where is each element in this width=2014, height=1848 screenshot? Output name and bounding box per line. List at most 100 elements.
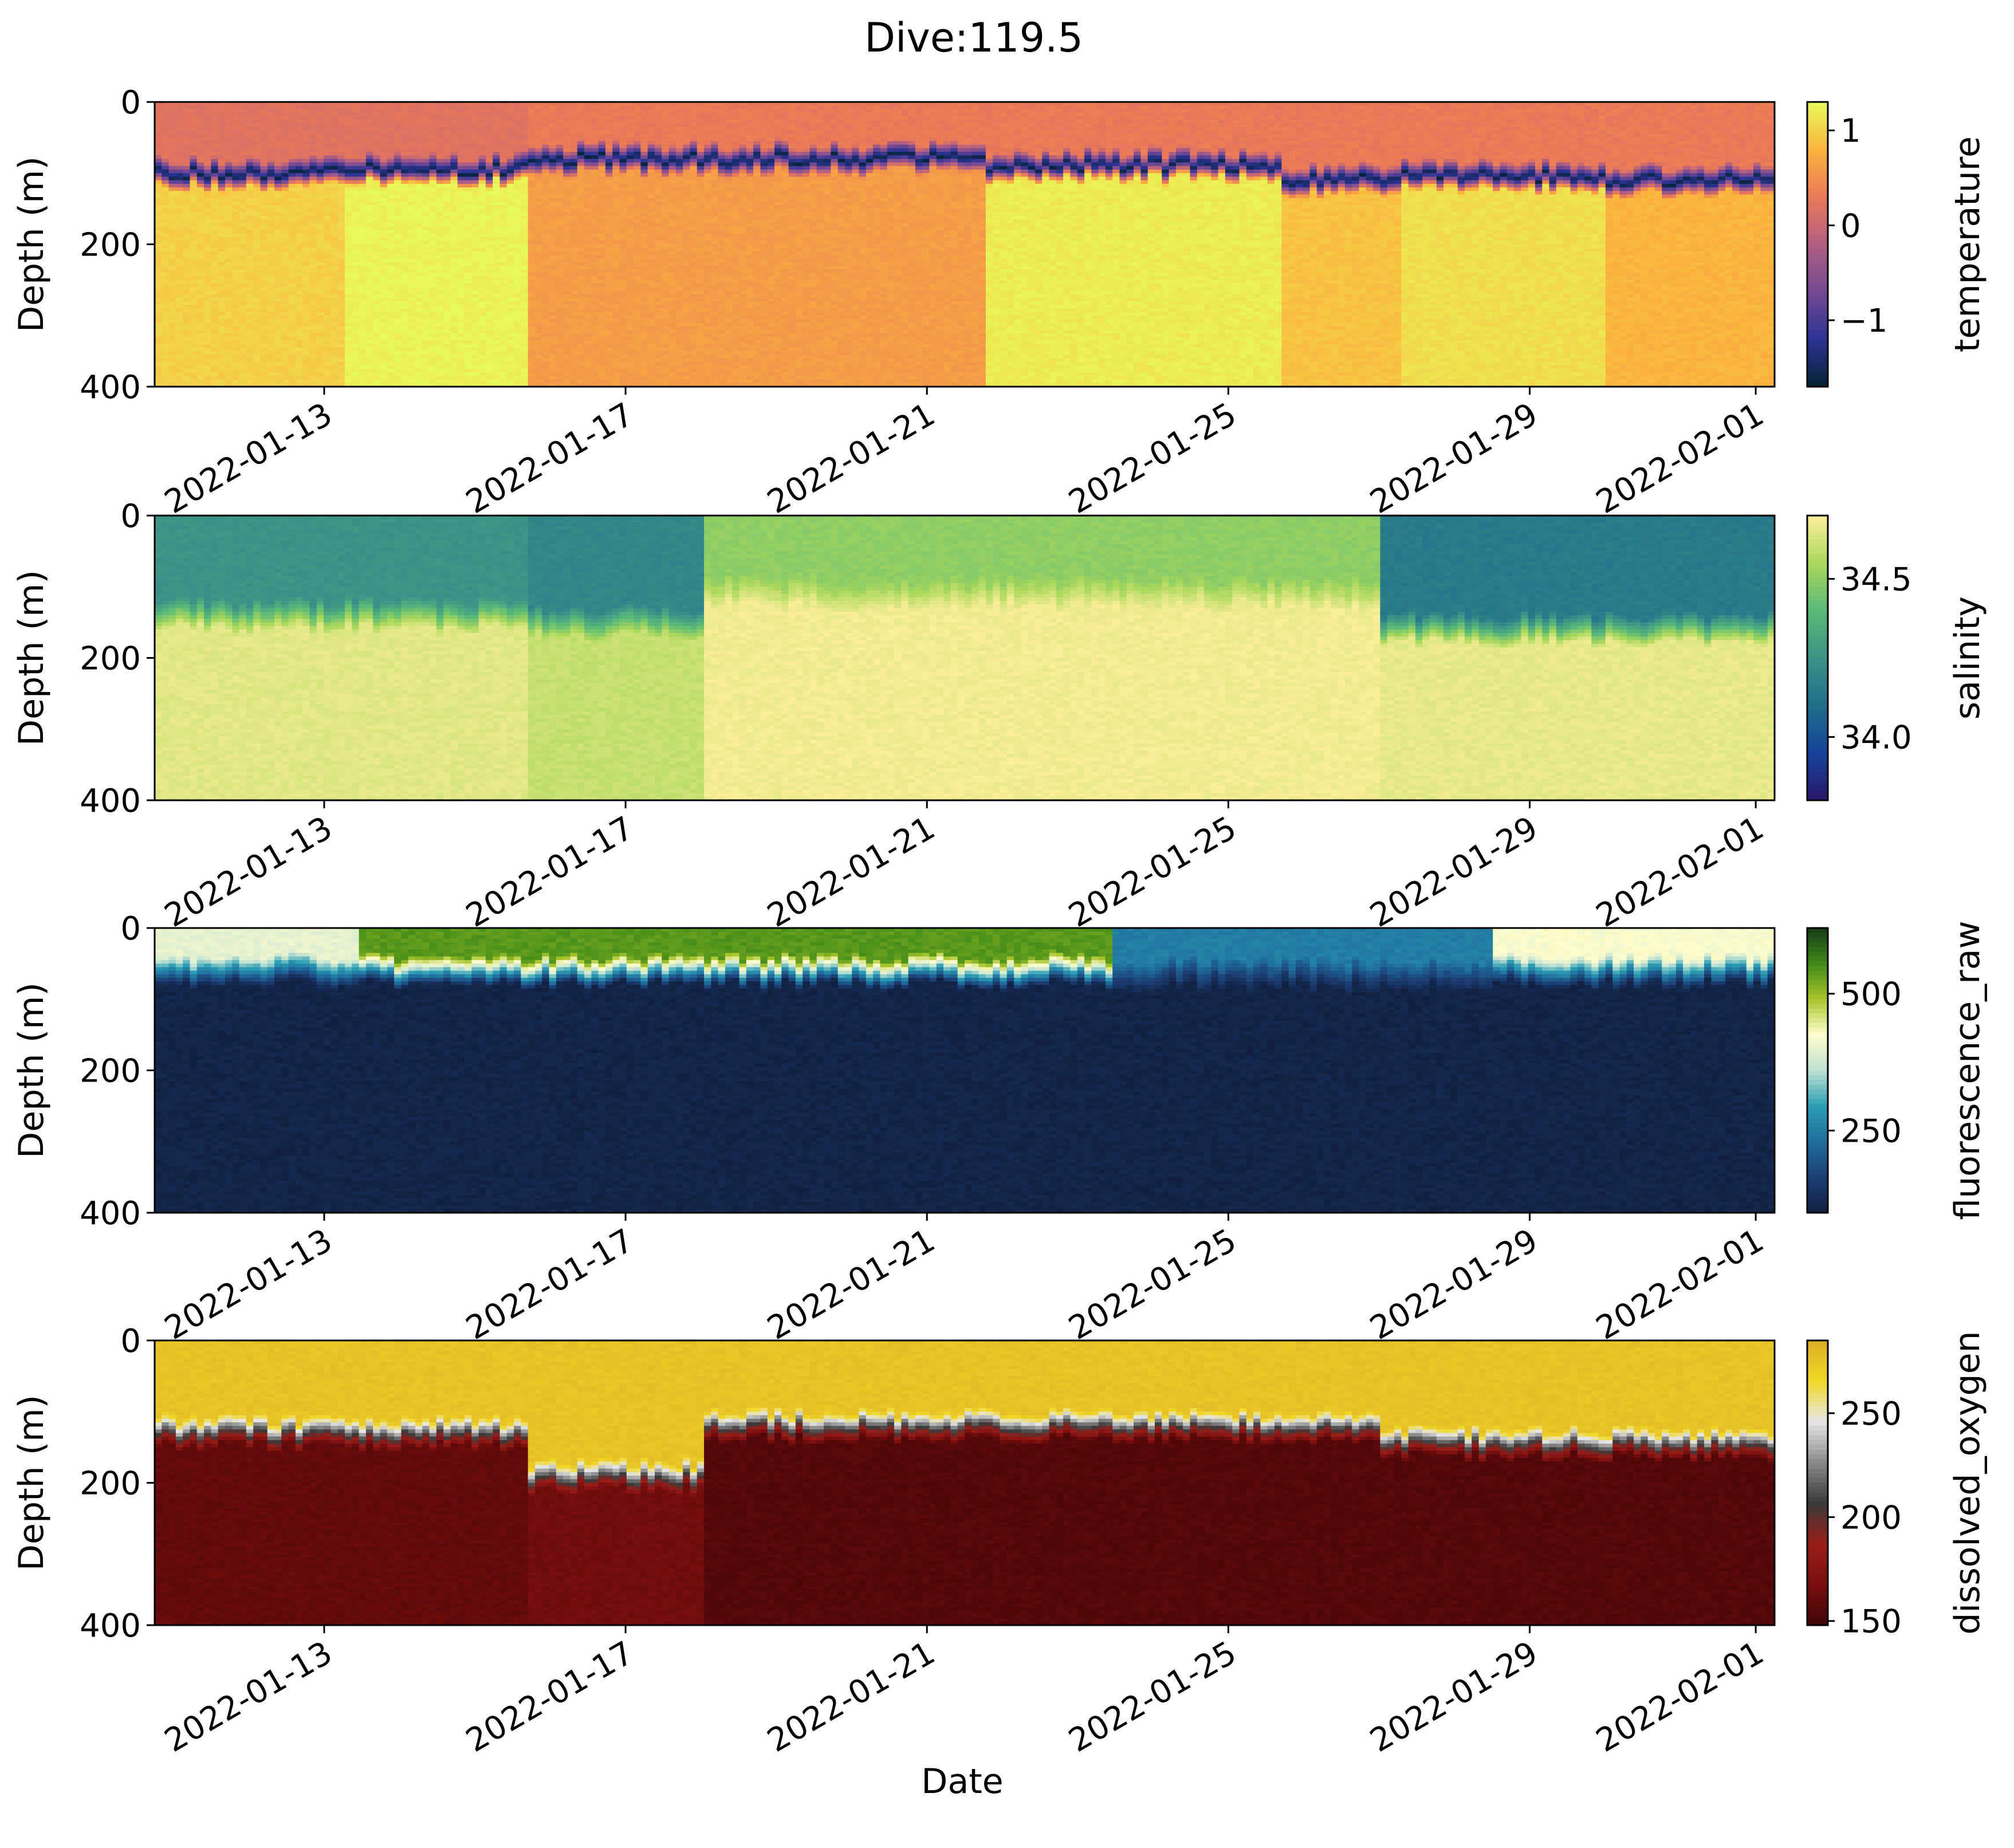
- heatmap-cell: [281, 326, 289, 330]
- heatmap-cell: [302, 148, 310, 152]
- heatmap-cell: [302, 319, 310, 323]
- heatmap-cell: [204, 284, 211, 288]
- heatmap-cell: [289, 308, 296, 312]
- heatmap-cell: [281, 319, 289, 323]
- heatmap-cell: [302, 173, 310, 177]
- heatmap-cell: [232, 269, 239, 273]
- heatmap-cell: [281, 116, 289, 120]
- heatmap-cell: [268, 219, 275, 223]
- heatmap-cell: [239, 219, 247, 223]
- heatmap-cell: [302, 180, 310, 184]
- heatmap-cell: [225, 163, 233, 167]
- heatmap-cell: [225, 123, 233, 127]
- heatmap-cell: [162, 116, 169, 120]
- heatmap-cell: [225, 166, 233, 170]
- heatmap-cell: [239, 287, 247, 291]
- heatmap-cell: [274, 376, 282, 380]
- heatmap-cell: [246, 230, 254, 234]
- heatmap-cell: [197, 120, 204, 124]
- heatmap-cell: [169, 248, 176, 252]
- heatmap-cell: [183, 187, 190, 191]
- heatmap-cell: [162, 376, 169, 380]
- heatmap-cell: [274, 105, 282, 109]
- heatmap-cell: [197, 273, 204, 277]
- heatmap-cell: [246, 298, 254, 302]
- heatmap-cell: [232, 148, 239, 152]
- heatmap-cell: [183, 337, 190, 341]
- heatmap-cell: [162, 205, 169, 209]
- heatmap-cell: [232, 337, 239, 341]
- heatmap-cell: [274, 230, 282, 234]
- heatmap-cell: [155, 155, 162, 159]
- heatmap-cell: [204, 294, 211, 298]
- heatmap-cell: [268, 326, 275, 330]
- heatmap-cell: [190, 369, 197, 373]
- heatmap-cell: [260, 380, 268, 384]
- heatmap-cell: [289, 202, 296, 206]
- heatmap-cell: [289, 195, 296, 199]
- heatmap-cell: [218, 326, 226, 330]
- heatmap-cell: [204, 280, 211, 284]
- heatmap-cell: [239, 223, 247, 227]
- heatmap-cell: [296, 234, 303, 238]
- heatmap-cell: [239, 159, 247, 163]
- heatmap-cell: [289, 180, 296, 184]
- heatmap-cell: [239, 163, 247, 167]
- heatmap-cell: [246, 123, 254, 127]
- heatmap-cell: [204, 326, 211, 330]
- heatmap-cell: [169, 376, 176, 380]
- heatmap-cell: [274, 202, 282, 206]
- heatmap-cell: [274, 116, 282, 120]
- heatmap-cell: [218, 294, 226, 298]
- heatmap-cell: [296, 308, 303, 312]
- heatmap-cell: [253, 245, 261, 249]
- heatmap-cell: [183, 376, 190, 380]
- heatmap-cell: [190, 120, 197, 124]
- heatmap-cell: [155, 284, 162, 288]
- heatmap-cell: [246, 241, 254, 245]
- heatmap-cell: [183, 216, 190, 220]
- heatmap-cell: [302, 237, 310, 241]
- heatmap-cell: [225, 109, 233, 113]
- heatmap-cell: [268, 255, 275, 259]
- heatmap-cell: [246, 148, 254, 152]
- heatmap-cell: [232, 372, 239, 376]
- heatmap-cell: [302, 198, 310, 202]
- heatmap-cell: [232, 109, 239, 113]
- heatmap-cell: [260, 148, 268, 152]
- heatmap-cell: [169, 280, 176, 284]
- heatmap-cell: [155, 245, 162, 249]
- heatmap-cell: [218, 166, 226, 170]
- heatmap-cell: [268, 372, 275, 376]
- heatmap-cell: [169, 255, 176, 259]
- heatmap-cell: [302, 213, 310, 217]
- heatmap-cell: [176, 105, 183, 109]
- heatmap-cell: [260, 198, 268, 202]
- heatmap-cell: [289, 323, 296, 327]
- heatmap-cell: [274, 187, 282, 191]
- heatmap-cell: [302, 316, 310, 320]
- heatmap-cell: [260, 120, 268, 124]
- heatmap-cell: [155, 237, 162, 241]
- heatmap-cell: [289, 362, 296, 366]
- heatmap-cell: [260, 316, 268, 320]
- heatmap-cell: [176, 305, 183, 309]
- heatmap-cell: [169, 123, 176, 127]
- heatmap-cell: [204, 301, 211, 305]
- heatmap-cell: [246, 209, 254, 213]
- heatmap-cell: [296, 137, 303, 141]
- heatmap-cell: [155, 137, 162, 141]
- heatmap-cell: [260, 323, 268, 327]
- heatmap-cell: [260, 105, 268, 109]
- heatmap-cell: [162, 266, 169, 270]
- heatmap-cell: [225, 273, 233, 277]
- heatmap-cell: [296, 316, 303, 320]
- heatmap-cell: [176, 127, 183, 131]
- heatmap-cell: [260, 369, 268, 373]
- heatmap-cell: [183, 298, 190, 302]
- heatmap-cell: [218, 127, 226, 131]
- heatmap-cell: [302, 155, 310, 159]
- heatmap-cell: [169, 245, 176, 249]
- heatmap-cell: [204, 202, 211, 206]
- heatmap-cell: [183, 330, 190, 334]
